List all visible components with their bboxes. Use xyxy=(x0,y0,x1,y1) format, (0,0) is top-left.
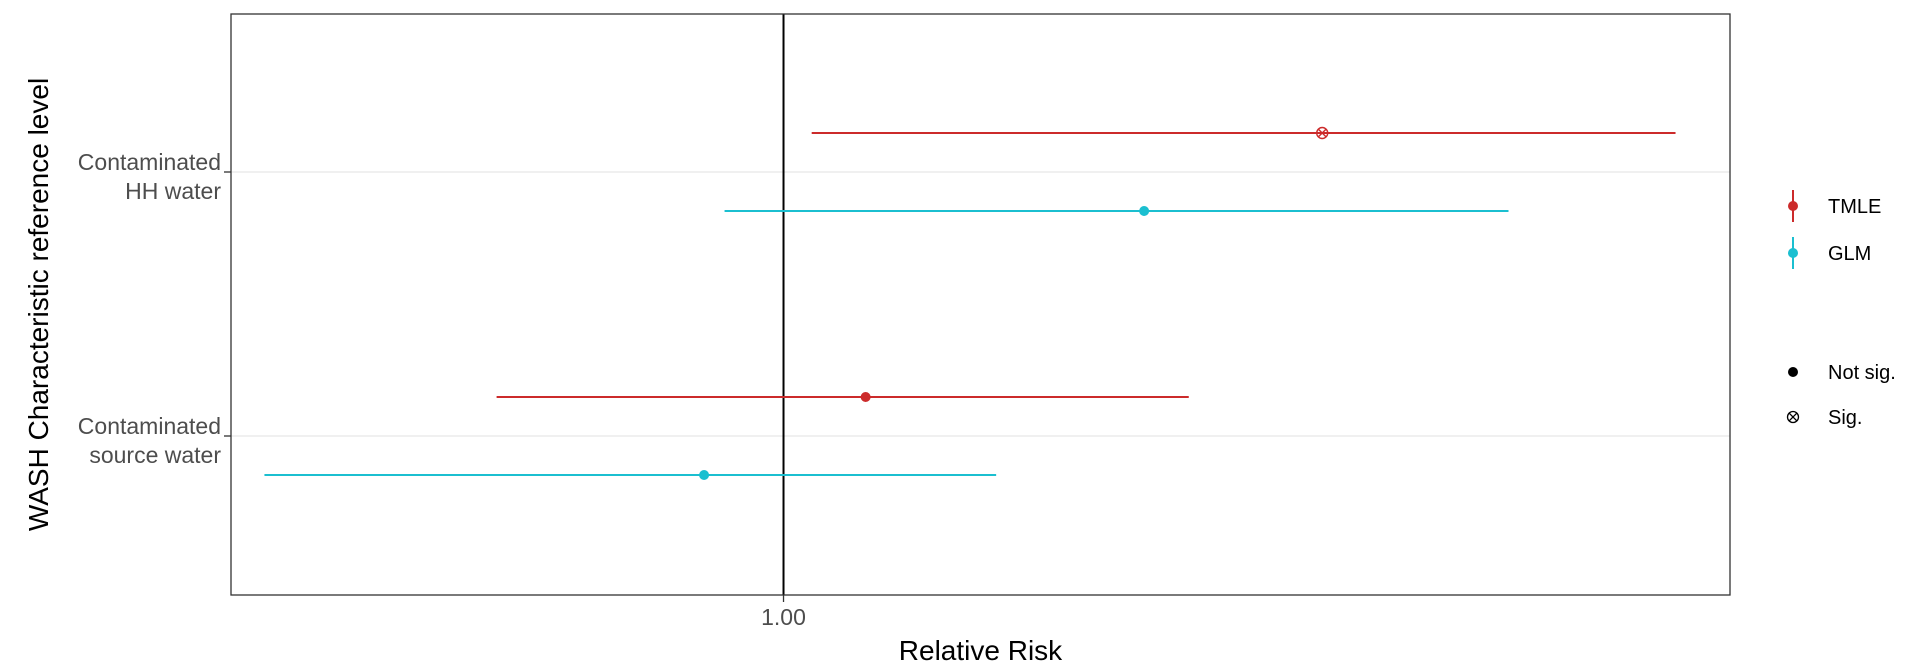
legend-shape-cross-b xyxy=(1788,412,1798,422)
tmle-point-1 xyxy=(860,392,871,402)
x-axis-title: Relative Risk xyxy=(899,635,1063,666)
glm-estimate-0 xyxy=(724,206,1509,216)
legend-label-glm: GLM xyxy=(1828,243,1871,265)
legend-key-glm xyxy=(1788,237,1798,269)
panel-border xyxy=(230,13,1731,596)
glm-point-0 xyxy=(1139,206,1150,216)
tmle-sig-marker-0 xyxy=(1316,126,1329,140)
sig-cross-b-0 xyxy=(1317,128,1327,138)
series-marks xyxy=(264,126,1676,480)
legend: TMLE GLM Not sig. Sig. xyxy=(1786,190,1896,429)
legend-key-point-0 xyxy=(1788,201,1798,211)
legend-shape-filled xyxy=(1788,367,1798,377)
legend-key-tmle xyxy=(1788,190,1798,222)
glm-point-1 xyxy=(699,470,710,480)
y-tick-label-line: Contaminated xyxy=(78,413,221,439)
y-tick-label-1: Contaminated source water xyxy=(78,413,222,468)
y-axis: Contaminated HH water Contaminated source w… xyxy=(78,149,231,468)
y-tick-label-line: Contaminated xyxy=(78,149,221,175)
x-tick-label-0: 1.00 xyxy=(761,604,806,630)
legend-shape-label-1: Sig. xyxy=(1828,407,1862,429)
y-tick-label-line: source water xyxy=(89,442,221,468)
tmle-estimate-1 xyxy=(496,392,1189,402)
y-tick-label-line: HH water xyxy=(125,178,221,204)
legend-shape-open xyxy=(1786,410,1800,424)
glm-estimate-1 xyxy=(264,470,997,480)
legend-key-point-1 xyxy=(1788,248,1798,258)
legend-shape-label-0: Not sig. xyxy=(1828,362,1896,384)
legend-shape-key-0 xyxy=(1788,367,1798,377)
y-tick-label-0: Contaminated HH water xyxy=(78,149,222,204)
tmle-estimate-0 xyxy=(811,126,1676,140)
grid-lines xyxy=(231,171,1730,437)
x-axis: 1.00 xyxy=(761,595,806,630)
legend-label-tmle: TMLE xyxy=(1828,196,1881,218)
legend-shape-key-1 xyxy=(1786,410,1800,424)
y-axis-title: WASH Characteristic reference level xyxy=(23,78,54,531)
